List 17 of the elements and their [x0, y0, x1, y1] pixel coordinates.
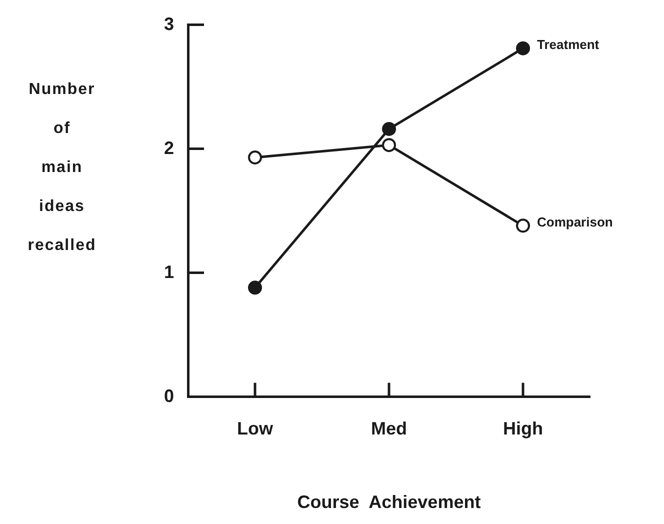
point: [248, 150, 262, 164]
x-tick-label: Low: [237, 418, 274, 439]
point: [248, 280, 262, 295]
x-axis-title: Course Achievement: [297, 492, 481, 512]
y-tick-label: 1: [164, 262, 174, 282]
series-label: Treatment: [537, 36, 600, 52]
series-label: Comparison: [537, 214, 613, 230]
y-tick-label: 0: [164, 386, 174, 406]
point: [516, 41, 530, 56]
text: Number of main ideas recalled: [28, 81, 96, 254]
point: [516, 218, 530, 233]
x-tick-label: Med: [371, 418, 408, 439]
point: [382, 122, 396, 136]
x-tick-label: High: [503, 418, 543, 439]
y-tick-label: 2: [164, 138, 174, 158]
y-tick-label: 3: [164, 14, 174, 34]
point: [382, 138, 396, 152]
